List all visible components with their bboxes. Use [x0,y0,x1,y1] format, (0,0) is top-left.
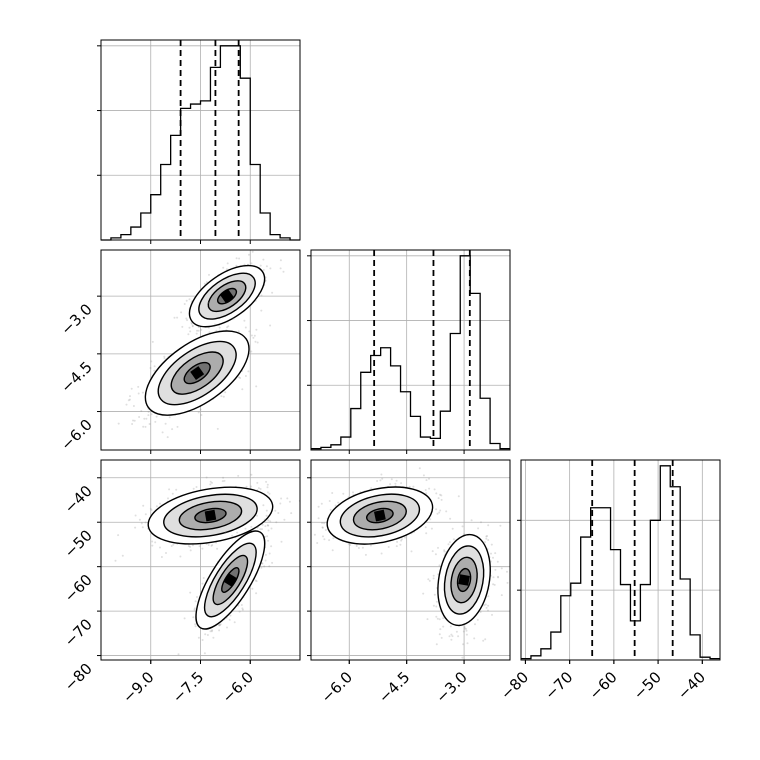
y-tick-label: −3.0 [57,300,95,338]
density-peak [190,366,205,381]
contour-line [450,556,478,604]
density-peak [458,574,470,586]
contour-line [443,545,485,615]
contour-line [326,486,434,545]
density-peak [373,509,386,522]
contour-line [437,533,491,627]
contour-line [195,530,266,630]
x-tick-label: −50 [630,668,665,703]
histogram-step-p0 [101,45,300,241]
contour-line [339,493,421,538]
x-tick-label: −6.0 [219,668,257,706]
panel-frame [100,249,301,451]
x-tick-label: −60 [586,668,621,703]
contour-line [188,264,266,328]
contour-line [221,567,240,593]
contour-line [157,340,237,406]
x-tick-label: −9.0 [119,668,157,706]
contour-line [216,287,238,305]
x-tick-label: −7.5 [169,668,207,706]
x-tick-label: −40 [674,668,709,703]
contour-line [352,500,407,531]
contour-line [203,542,257,618]
scatter-panel-p0-p1: −6.0 −4.5 −3.0 [57,249,301,454]
contour-line [198,272,256,320]
x-tick-label: −6.0 [318,668,356,706]
x-tick-label: −4.5 [375,668,413,706]
contour-line [207,280,247,313]
x-tick-label: −70 [541,668,576,703]
histogram-step-p2 [521,465,720,660]
contour-line [178,500,243,531]
histogram-step-p1 [311,255,510,450]
y-tick-label: −80 [61,660,96,695]
x-tick-label: −80 [497,668,532,703]
contour-line [194,507,227,524]
contour-line [163,493,258,538]
histogram-panel-p2: −80 −70 −60 −50 −40 [497,459,721,703]
panel-frame [100,39,301,241]
y-tick-label: −40 [61,482,96,517]
contour-line [144,330,250,416]
y-tick-label: −70 [61,615,96,650]
contour-line [212,554,249,606]
y-tick-label: −50 [61,526,96,561]
y-tick-label: −60 [61,571,96,606]
contour-line [147,486,274,545]
scatter-panel-p0-p2: −80 −70 −60 −50 −40 −9.0 −7.5 −6.0 [61,459,301,707]
panel-frame [520,459,721,661]
histogram-panel-p0 [97,39,301,244]
histogram-panel-p1 [307,249,511,454]
contour-line [183,361,211,385]
density-peak [204,509,217,522]
contour-line [456,567,472,593]
scatter-panel-p1-p2: −6.0 −4.5 −3.0 [307,459,511,707]
contour-line [170,351,224,395]
y-tick-label: −6.0 [57,416,95,454]
y-tick-label: −4.5 [57,358,95,396]
contour-line [366,507,394,524]
x-tick-label: −3.0 [432,668,470,706]
panel-frame [310,249,511,451]
panel-frame [310,459,511,661]
